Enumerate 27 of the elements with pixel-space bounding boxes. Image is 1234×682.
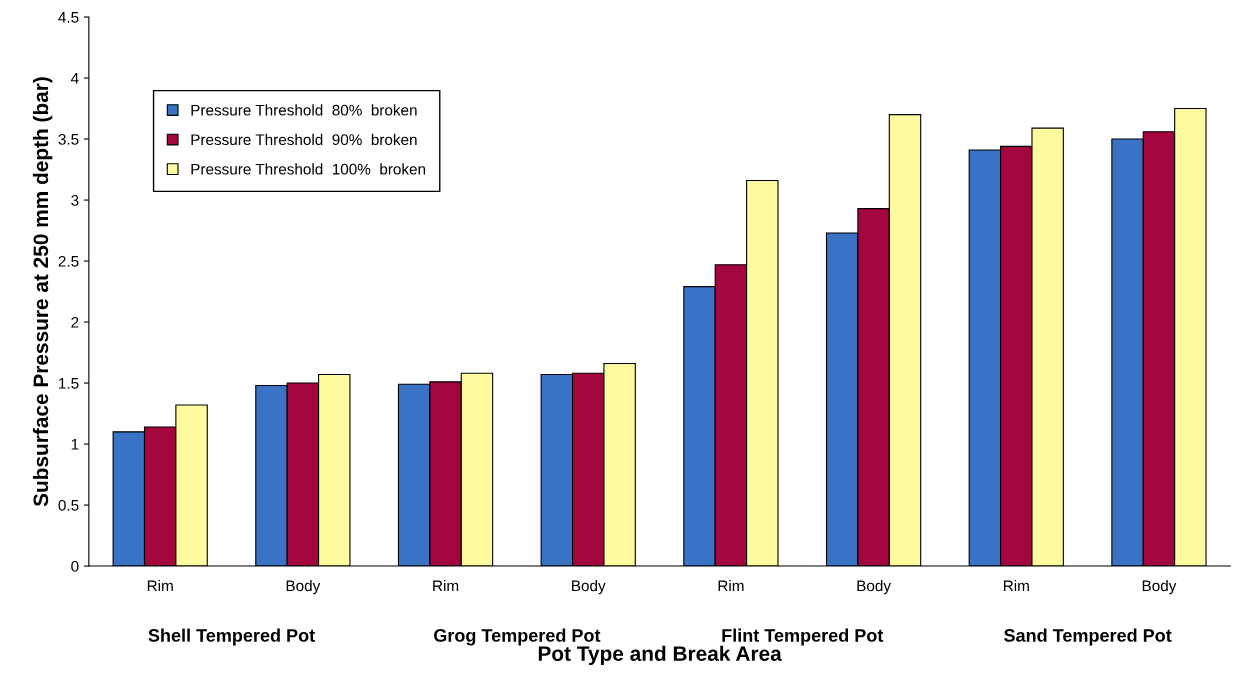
x-tick-label: Rim xyxy=(433,579,459,592)
legend-label: Pressure Threshold 90% broken xyxy=(191,133,417,146)
y-tick-label: 4.5 xyxy=(58,12,79,23)
y-tick-label: 0.5 xyxy=(58,499,79,511)
text: Sand Tempered Pot xyxy=(1004,628,1172,646)
y-tick-label: 3 xyxy=(71,194,79,206)
y-tick-label: 0 xyxy=(71,560,79,572)
y-tick-label: 3.5 xyxy=(58,133,79,145)
text: Grog Tempered Pot xyxy=(434,628,601,646)
x-tick-label: Rim xyxy=(1003,579,1029,592)
y-tick-label: 2.5 xyxy=(58,255,79,267)
x-tick-label: Body xyxy=(286,579,321,595)
x-tick-label: Rim xyxy=(147,579,173,592)
text: Flint Tempered Pot xyxy=(722,628,884,646)
legend-label: Pressure Threshold 80% broken xyxy=(191,104,417,116)
x-tick-label: Body xyxy=(1142,579,1177,595)
x-tick-label: Body xyxy=(572,579,606,595)
x-tick-label: Rim xyxy=(718,579,744,592)
text: Shell Tempered Pot xyxy=(148,628,315,646)
legend-label: Pressure Threshold 100% broken xyxy=(191,163,426,175)
y-tick-label: 1.5 xyxy=(59,378,79,389)
x-tick-label: Body xyxy=(857,579,891,595)
y-tick-label: 1 xyxy=(71,439,79,450)
y-axis-title: Subsurface Pressure at 250 mm depth (bar) xyxy=(32,77,53,507)
y-tick-label: 4 xyxy=(70,73,79,84)
y-tick-label: 2 xyxy=(71,316,79,328)
x-axis-title: Pot Type and Break Area xyxy=(538,645,782,666)
